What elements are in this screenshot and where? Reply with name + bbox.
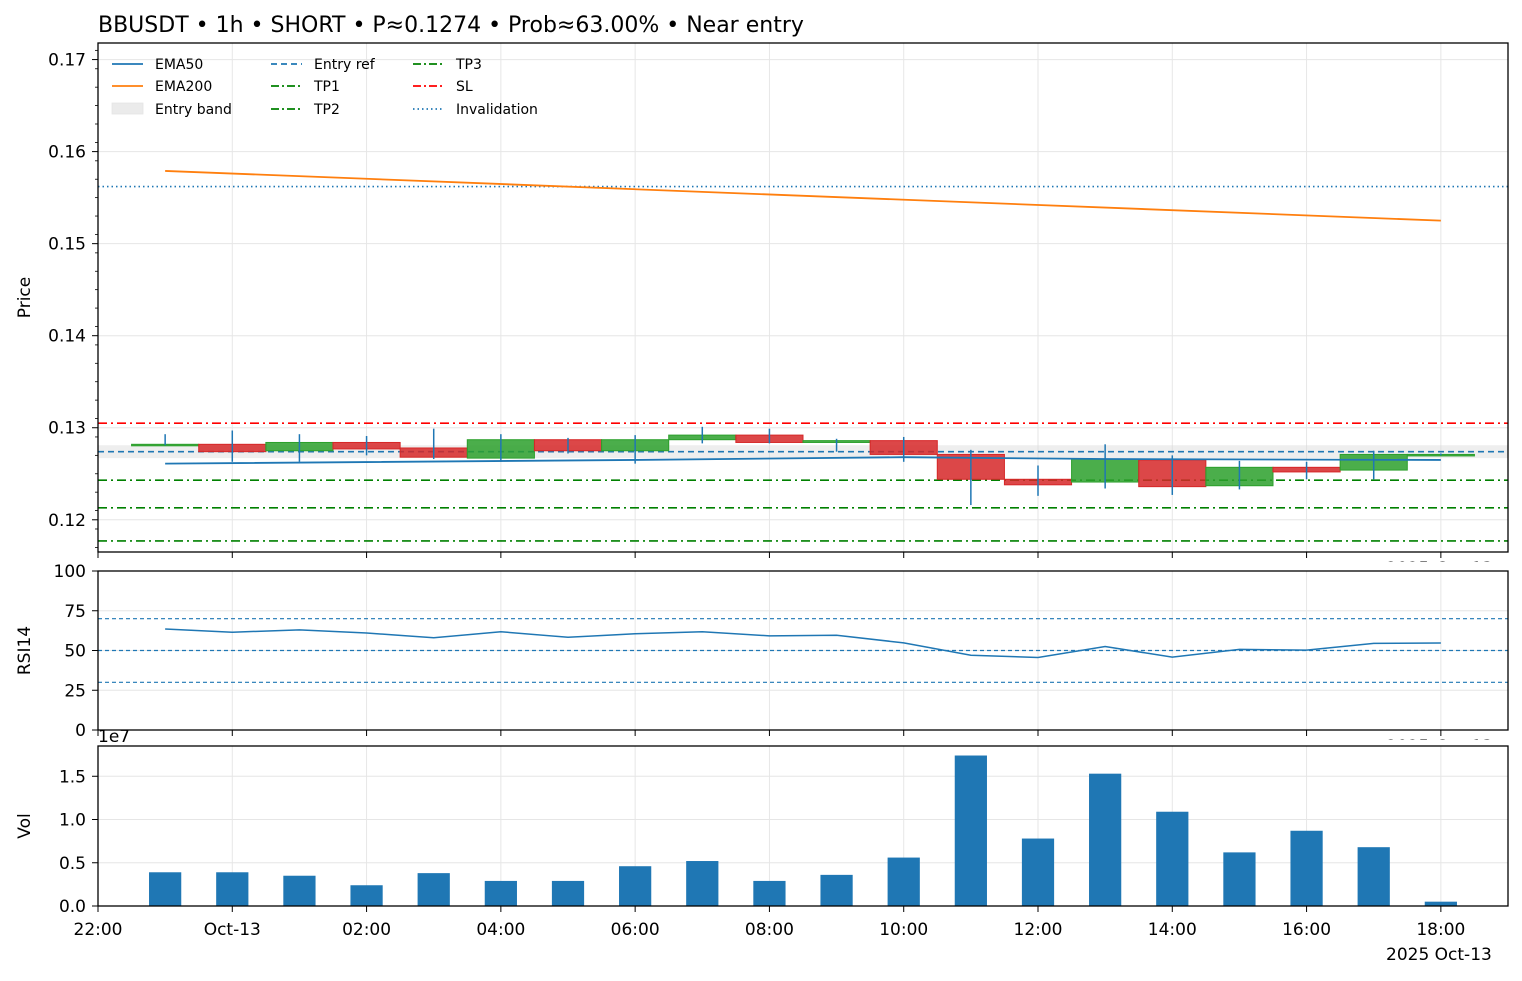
y-tick-label: 1.0 [59,811,86,831]
panel-frame [97,570,1509,731]
volume-bar [216,872,249,906]
volume-bar [820,874,853,906]
volume-offset-label: 1e7 [98,727,130,747]
legend-label: Entry band [155,102,232,118]
x-tick-label: 08:00 [745,920,794,940]
y-tick-label: 0.13 [48,419,86,439]
y-tick-label: 0.16 [48,143,86,163]
volume-bar [350,885,383,906]
volume-panel: 0.0 0.5 1.0 1.5 Vol 1e7 22:00 Oct-13 02:00 04:00 0… [15,727,1509,940]
y-tick-label: 1.5 [59,767,86,787]
chart-title: BBUSDT • 1h • SHORT • P≈0.1274 • Prob≈63… [98,13,804,38]
corner-date-label: 2025-Oct-13 [1386,737,1493,757]
y-axis-label: RSI14 [15,626,35,675]
volume-bar [417,873,450,906]
x-tick-label: 06:00 [611,920,660,940]
y-axis-label: Price [15,277,35,318]
y-tick-label: 0.5 [59,854,86,874]
price-panel: 0.12 0.13 0.14 0.15 0.16 0.17 Price EMA50 EMA200… [15,42,1509,579]
y-tick-label: 100 [54,562,86,582]
y-axis-label: Vol [15,813,35,838]
x-tick-label: 14:00 [1148,920,1197,940]
y-tick-label: 0.12 [48,511,86,531]
volume-bar [1357,847,1390,906]
x-tick-label: 16:00 [1282,920,1331,940]
volume-bar [954,755,987,906]
y-tick-label: 50 [64,642,86,662]
legend-label: TP2 [313,102,340,118]
x-tick-label: 02:00 [342,920,391,940]
volume-bar [149,872,182,906]
y-tick-label: 0.17 [48,51,86,71]
volume-bar [1290,830,1323,906]
volume-bar [619,866,652,906]
ema200-line [165,170,1441,222]
y-tick-label: 0.14 [48,327,86,347]
volume-bar [1021,838,1055,906]
rsi-panel: 0 25 50 75 100 RSI14 2025-Oct-13 [15,562,1509,757]
x-tick-label: 12:00 [1014,920,1063,940]
panel-frame [97,42,1509,553]
legend-label: EMA200 [155,79,212,95]
y-tick-label: 0 [75,721,86,741]
y-tick-label: 0.15 [48,235,86,255]
legend-label: Invalidation [456,102,538,118]
volume-bar [1089,773,1122,906]
volume-bar [1223,852,1256,906]
x-tick-label: 18:00 [1416,920,1465,940]
legend-label: EMA50 [155,57,203,73]
volume-bar [1424,901,1457,906]
watermark-text: 2025 Oct-13 [1386,945,1492,965]
y-tick-label: 25 [64,681,86,701]
legend-swatch [111,102,144,115]
volume-bar [283,875,316,906]
volume-bar [551,880,585,906]
panel-frame [97,745,1509,907]
legend-label: SL [456,79,473,95]
volume-bar [686,861,719,906]
y-tick-label: 0.0 [59,897,86,917]
x-tick-label: Oct-13 [204,920,261,940]
ema50-line [165,456,1441,465]
legend-label: TP1 [313,79,340,95]
legend-label: Entry ref [314,57,376,73]
volume-bar [887,857,920,906]
corner-date-label: 2025-Oct-13 [1386,559,1493,579]
legend-label: TP3 [455,57,482,73]
x-tick-label: 22:00 [74,920,123,940]
volume-bar [1156,811,1189,906]
volume-bar [484,880,517,906]
volume-bar [753,880,786,906]
x-tick-label: 04:00 [476,920,525,940]
y-tick-label: 75 [64,602,86,622]
rsi-line [165,628,1441,659]
x-tick-label: 10:00 [879,920,928,940]
